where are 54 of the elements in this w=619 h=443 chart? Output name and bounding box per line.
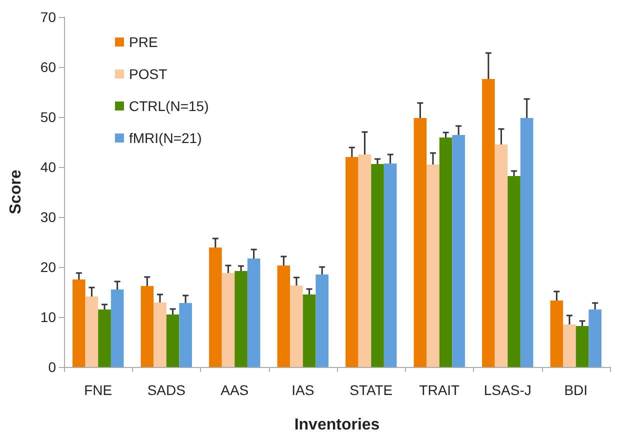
- y-axis-title: Score: [8, 170, 24, 214]
- x-tick-label: IAS: [292, 382, 314, 398]
- bar: [72, 280, 86, 367]
- bar: [358, 154, 372, 367]
- x-tick-label: SADS: [147, 382, 186, 398]
- bar: [452, 135, 465, 367]
- bar: [494, 144, 508, 367]
- bar: [85, 296, 98, 367]
- y-tick-label: 10: [40, 309, 56, 325]
- x-tick-label: BDI: [564, 382, 588, 398]
- y-tick-label: 40: [40, 159, 56, 175]
- bar: [140, 286, 154, 367]
- x-tick-label: FNE: [84, 382, 112, 398]
- bar: [563, 324, 576, 367]
- legend-label: PRE: [129, 34, 158, 50]
- x-tick-label: TRAIT: [419, 382, 460, 398]
- bar: [98, 310, 111, 367]
- bar: [520, 118, 534, 367]
- bar: [154, 302, 166, 367]
- bar: [247, 258, 260, 367]
- bar: [222, 273, 235, 367]
- bar: [414, 118, 427, 367]
- bar: [290, 286, 303, 367]
- y-tick-label: 30: [40, 209, 56, 225]
- bar: [234, 271, 248, 367]
- bar: [439, 138, 452, 367]
- bar: [550, 300, 564, 367]
- y-tick-label: 70: [40, 9, 56, 25]
- bar: [209, 248, 222, 367]
- y-tick-label: 0: [48, 359, 56, 375]
- bar: [508, 176, 520, 367]
- x-tick-label: LSAS-J: [484, 382, 532, 398]
- bar: [179, 303, 192, 367]
- y-tick-label: 60: [40, 59, 56, 75]
- bar: [346, 157, 358, 367]
- bar: [576, 326, 589, 367]
- bar: [110, 290, 124, 367]
- bar: [588, 310, 602, 367]
- bar: [482, 79, 495, 367]
- bar: [277, 266, 290, 367]
- bar: [316, 274, 328, 367]
- x-axis-title: Inventories: [294, 416, 380, 434]
- bar: [371, 164, 384, 367]
- x-tick-label: STATE: [350, 382, 393, 398]
- bar: [426, 164, 440, 367]
- bar: [166, 314, 180, 367]
- bar: [384, 164, 397, 367]
- bar: [302, 294, 316, 367]
- legend-label: CTRL(N=15): [129, 98, 209, 114]
- y-tick-label: 50: [40, 109, 56, 125]
- x-tick-label: AAS: [220, 382, 249, 398]
- legend-label: POST: [129, 66, 168, 82]
- legend-label: fMRI(N=21): [129, 130, 202, 146]
- y-tick-label: 20: [40, 259, 56, 275]
